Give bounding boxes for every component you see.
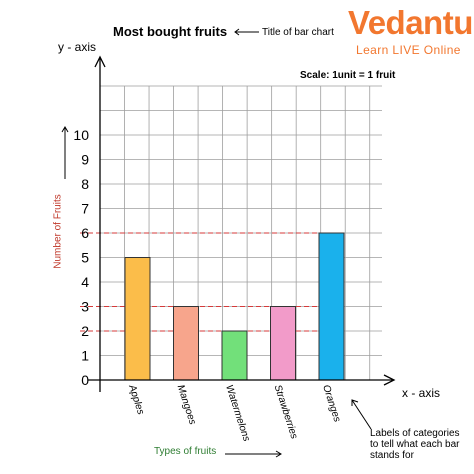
category-labels-note: Labels of categories to tell what each b… [370, 428, 460, 461]
scale-note: Scale: 1unit = 1 fruit [300, 70, 396, 81]
y-tick-label: 6 [81, 225, 89, 241]
y-axis-name: y - axis [58, 40, 97, 54]
bar-mangoes [173, 306, 199, 381]
y-tick-label: 1 [81, 348, 89, 364]
bars [124, 232, 345, 381]
grid [100, 85, 382, 381]
y-tick-label: 0 [81, 372, 89, 388]
bar-watermelons [221, 330, 248, 381]
category-label-mangoes: Mangoes [175, 384, 198, 427]
tick-labels: 0 1 2 3 4 5 6 7 8 9 10 Apples Mangoes Watermelons Stra… [73, 127, 342, 443]
bar-apples [124, 257, 151, 381]
x-axis-label: Types of fruits [154, 446, 217, 457]
y-tick-label: 10 [73, 127, 89, 143]
category-label-apples: Apples [126, 383, 146, 416]
y-axis-arrow-icon [94, 55, 106, 68]
brand-logo: Vedantu [348, 4, 473, 41]
x-label-right-arrow-icon [225, 450, 282, 458]
axes [88, 55, 396, 392]
y-tick-label: 9 [81, 152, 89, 168]
title-pointer-note: Title of bar chart [262, 27, 334, 38]
reference-lines [80, 232, 325, 332]
y-axis-label: Number of Fruits [52, 194, 64, 269]
chart-title: Most bought fruits [113, 24, 228, 39]
x-axis-name: x - axis [402, 386, 441, 400]
category-note-arrow-icon [351, 399, 372, 430]
category-label-oranges: Oranges [320, 384, 342, 424]
y-tick-label: 8 [81, 176, 89, 192]
bar-oranges [318, 232, 345, 381]
y-tick-label: 5 [81, 250, 89, 266]
y-tick-label: 7 [81, 201, 89, 217]
x-axis-arrow-icon [383, 374, 396, 386]
y-label-up-arrow-icon [61, 126, 69, 179]
category-label-watermelons: Watermelons [223, 384, 252, 443]
y-tick-label: 3 [81, 299, 89, 315]
brand-tagline: Learn LIVE Online [356, 43, 461, 57]
category-label-strawberries: Strawberries [272, 384, 300, 441]
bar-strawberries [270, 306, 296, 381]
title-pointer-arrow-icon [234, 28, 259, 36]
y-tick-label: 4 [81, 274, 89, 290]
y-tick-label: 2 [81, 323, 89, 339]
